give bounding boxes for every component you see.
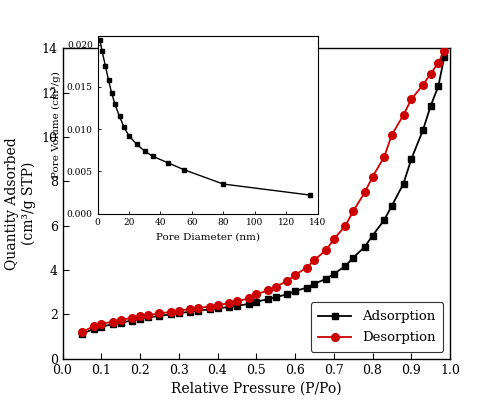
Desorption: [292, 272, 298, 277]
Desorption: [265, 288, 271, 293]
Desorption: [226, 301, 232, 306]
Adsorption: [408, 157, 414, 162]
Adsorption: [441, 55, 447, 60]
Desorption: [342, 223, 348, 228]
Desorption: [436, 60, 442, 65]
Adsorption: [323, 276, 329, 281]
Adsorption: [207, 307, 213, 312]
Adsorption: [145, 315, 151, 320]
Adsorption: [79, 332, 85, 337]
Adsorption: [331, 272, 337, 276]
Legend: Adsorption, Desorption: Adsorption, Desorption: [310, 302, 444, 352]
Adsorption: [389, 203, 395, 208]
Adsorption: [381, 218, 387, 222]
Desorption: [312, 258, 318, 262]
Adsorption: [129, 318, 135, 323]
Desorption: [195, 305, 201, 310]
Desorption: [137, 314, 143, 319]
Desorption: [428, 71, 434, 76]
Adsorption: [156, 314, 162, 318]
Desorption: [420, 83, 426, 87]
X-axis label: Relative Pressure (P/Po): Relative Pressure (P/Po): [171, 382, 342, 396]
Desorption: [370, 174, 376, 179]
Adsorption: [436, 84, 442, 89]
Adsorption: [312, 281, 318, 286]
Desorption: [246, 296, 252, 301]
Desorption: [400, 112, 406, 117]
Desorption: [98, 322, 104, 326]
Line: Desorption: Desorption: [78, 47, 448, 336]
Adsorption: [137, 316, 143, 321]
X-axis label: Pore Diameter (nm): Pore Diameter (nm): [156, 233, 260, 242]
Adsorption: [265, 297, 271, 302]
Desorption: [331, 237, 337, 242]
Desorption: [389, 133, 395, 137]
Adsorption: [214, 306, 220, 311]
Y-axis label: Quantity Adsorbed
(cm³/g STP): Quantity Adsorbed (cm³/g STP): [6, 137, 36, 270]
Desorption: [350, 209, 356, 214]
Desorption: [176, 308, 182, 313]
Desorption: [90, 324, 96, 329]
Adsorption: [176, 311, 182, 316]
Adsorption: [234, 303, 240, 308]
Adsorption: [253, 299, 259, 304]
Desorption: [188, 307, 194, 312]
Adsorption: [292, 289, 298, 293]
Line: Adsorption: Adsorption: [78, 54, 448, 338]
Desorption: [323, 247, 329, 252]
Adsorption: [246, 301, 252, 306]
Adsorption: [362, 244, 368, 249]
Adsorption: [428, 104, 434, 108]
Adsorption: [98, 324, 104, 329]
Desorption: [272, 284, 278, 289]
Desorption: [253, 292, 259, 297]
Adsorption: [188, 309, 194, 314]
Desorption: [408, 97, 414, 102]
Adsorption: [110, 322, 116, 327]
Desorption: [381, 155, 387, 160]
Adsorption: [195, 308, 201, 313]
Desorption: [441, 48, 447, 53]
Desorption: [129, 316, 135, 320]
Y-axis label: Pore Volume (cm³/g): Pore Volume (cm³/g): [52, 71, 61, 179]
Desorption: [156, 311, 162, 316]
Desorption: [145, 313, 151, 318]
Desorption: [234, 299, 240, 304]
Desorption: [79, 330, 85, 334]
Adsorption: [400, 181, 406, 186]
Adsorption: [370, 233, 376, 238]
Adsorption: [284, 292, 290, 297]
Adsorption: [90, 326, 96, 331]
Adsorption: [272, 295, 278, 299]
Adsorption: [350, 256, 356, 260]
Desorption: [168, 310, 174, 314]
Adsorption: [342, 264, 348, 268]
Desorption: [118, 318, 124, 322]
Desorption: [362, 190, 368, 195]
Desorption: [304, 266, 310, 270]
Adsorption: [304, 285, 310, 290]
Desorption: [110, 319, 116, 324]
Adsorption: [226, 305, 232, 310]
Adsorption: [168, 312, 174, 317]
Desorption: [284, 279, 290, 284]
Desorption: [207, 304, 213, 309]
Desorption: [214, 303, 220, 307]
Adsorption: [420, 128, 426, 133]
Adsorption: [118, 320, 124, 325]
